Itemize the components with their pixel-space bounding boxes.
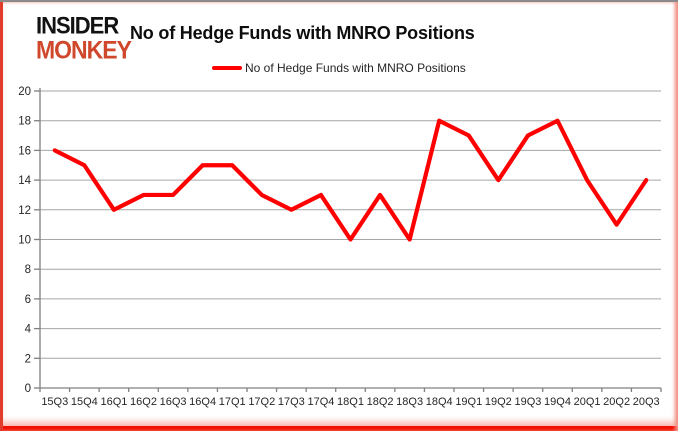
x-axis-label: 17Q3 <box>278 396 305 408</box>
y-axis-label: 8 <box>25 264 31 276</box>
data-line <box>52 118 649 242</box>
x-axis-label: 15Q4 <box>71 396 98 408</box>
x-axis-label: 16Q4 <box>189 396 216 408</box>
x-axis-label: 19Q1 <box>455 396 482 408</box>
y-axis-label: 0 <box>25 383 31 395</box>
x-axis-label: 17Q2 <box>248 396 275 408</box>
x-axis-label: 18Q2 <box>367 396 394 408</box>
y-axis-label: 12 <box>18 205 31 217</box>
x-axis-label: 16Q2 <box>130 396 157 408</box>
y-axis-label: 2 <box>25 353 31 365</box>
x-axis-label: 19Q3 <box>514 396 541 408</box>
y-axis-label: 16 <box>18 145 31 157</box>
y-axis-label: 4 <box>25 324 32 336</box>
logo-line-insider: INSIDER <box>36 11 119 39</box>
chart-title: No of Hedge Funds with MNRO Positions <box>130 23 475 43</box>
x-axis-label: 17Q1 <box>219 396 246 408</box>
x-axis-label: 20Q1 <box>574 396 601 408</box>
logo-line-monkey: MONKEY <box>36 35 132 64</box>
legend-line-swatch <box>212 66 242 70</box>
x-axis-label: 18Q1 <box>337 396 364 408</box>
x-axis-label: 17Q4 <box>307 396 334 408</box>
x-axis-label: 19Q4 <box>544 396 571 408</box>
insider-monkey-logo: INSIDER MONKEY <box>36 11 132 64</box>
x-axis-label: 20Q2 <box>603 396 630 408</box>
x-axis-label: 15Q3 <box>41 396 68 408</box>
y-axis-label: 14 <box>18 175 31 187</box>
x-axis-label: 19Q2 <box>485 396 512 408</box>
x-axis-label: 18Q4 <box>426 396 453 408</box>
y-axis-label: 10 <box>18 235 31 247</box>
x-axis-label: 16Q1 <box>100 396 127 408</box>
y-axis-label: 20 <box>18 86 31 98</box>
legend-label: No of Hedge Funds with MNRO Positions <box>245 61 466 75</box>
legend: No of Hedge Funds with MNRO Positions <box>212 61 466 75</box>
y-axis-label: 6 <box>25 294 31 306</box>
x-axis-label: 18Q3 <box>396 396 423 408</box>
y-axis-label: 18 <box>18 116 31 128</box>
x-axis-label: 20Q3 <box>633 396 660 408</box>
x-axis-label: 16Q3 <box>160 396 187 408</box>
